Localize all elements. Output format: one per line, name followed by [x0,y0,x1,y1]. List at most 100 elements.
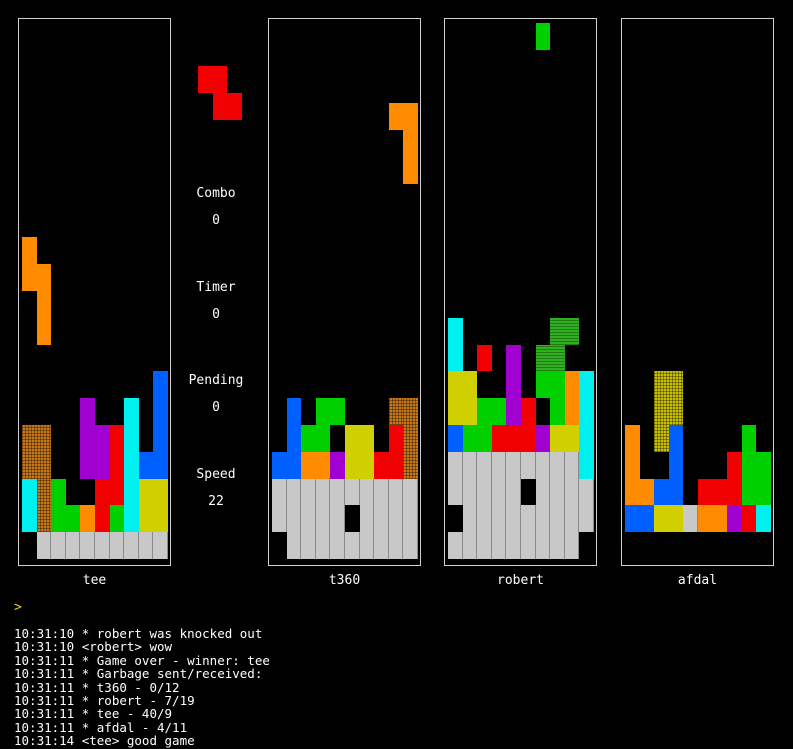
tetromino-block [668,478,684,506]
garbage-block [683,505,698,533]
tetromino-block [521,398,536,425]
tetromino-block [654,478,669,506]
tetromino-block [330,451,345,479]
tetromino-block [625,451,640,479]
tetromino-block [741,505,757,533]
tetromino-block [668,371,684,399]
tetromino-block [388,398,404,425]
tetromino-block [153,451,168,479]
tetromino-block [36,291,52,318]
well-afdal [621,18,774,566]
garbage-block [550,451,565,479]
tetromino-block [315,451,331,479]
tetromino-block [374,451,389,479]
command-prompt[interactable]: > [14,600,22,615]
garbage-block [521,505,536,533]
tetromino-block [403,425,418,452]
garbage-block [477,451,492,479]
tetromino-block [654,425,669,452]
tetromino-block [80,398,95,425]
well-robert [444,18,597,566]
tetromino-block [712,478,728,506]
garbage-block [491,478,507,506]
tetromino-block [477,398,492,425]
tetromino-block [388,451,404,479]
speed-label: Speed [196,467,236,482]
tetromino-block [388,103,404,131]
tetromino-block [668,425,684,452]
next-piece-block [212,66,228,93]
tetromino-block [153,398,168,425]
tetromino-block [124,425,139,452]
tetromino-block [330,398,345,425]
garbage-block [564,505,580,533]
garbage-block [286,505,302,533]
tetromino-block [80,505,95,533]
garbage-block [535,505,551,533]
tetromino-block [506,425,521,452]
garbage-block [535,532,551,559]
garbage-block [491,505,507,533]
tetromino-block [124,478,139,506]
garbage-block [388,505,404,533]
tetromino-block [124,505,139,533]
garbage-block [359,505,375,533]
tetromino-block [345,451,360,479]
chat-line: 10:31:11 * tee - 40/9 [14,706,173,722]
garbage-block [579,478,594,506]
tetromino-block [36,264,52,291]
tetromino-block [491,398,507,425]
garbage-block [462,505,478,533]
garbage-block [359,478,375,506]
garbage-block [36,532,52,559]
tetromino-block [403,451,418,479]
tetromino-block [579,398,594,425]
tetromino-block [564,425,580,452]
tetromino-block [448,344,463,372]
garbage-block [477,478,492,506]
tetromino-block [272,451,287,479]
tetromino-block [698,478,713,506]
chat-log: 10:31:10 * robert was knocked out 10:31:… [14,627,270,748]
tetromino-block [712,505,728,533]
tetromino-block [22,505,37,533]
tetromino-block [727,451,742,479]
tetromino-block [491,425,507,452]
chat-line: 10:31:11 * robert - 7/19 [14,692,195,708]
tetromino-block [506,371,521,399]
garbage-block [388,532,404,559]
tetromino-block [22,425,37,452]
tetromino-block [727,478,742,506]
tetromino-block [579,425,594,452]
tetromino-block [36,505,52,533]
garbage-block [330,532,345,559]
tetromino-block [477,344,492,372]
tetromino-block [625,505,640,533]
garbage-block [124,532,139,559]
tetromino-block [462,425,478,452]
tetromino-block [535,425,551,452]
garbage-block [448,478,463,506]
garbage-block [138,532,154,559]
garbage-block [491,532,507,559]
tetromino-block [65,505,81,533]
tetromino-block [448,371,463,399]
garbage-block [535,451,551,479]
tetromino-block [698,505,713,533]
tetromino-block [22,237,37,265]
tetromino-block [462,371,478,399]
garbage-block [286,532,302,559]
timer-label: Timer [196,280,236,295]
garbage-block [564,451,580,479]
tetromino-block [138,505,154,533]
tetromino-block [36,451,52,479]
tetromino-block [625,478,640,506]
timer-value: 0 [212,307,220,322]
tetromino-block [535,344,551,372]
garbage-block [301,478,316,506]
garbage-block [550,478,565,506]
tetromino-block [22,478,37,506]
garbage-block [95,532,110,559]
tetromino-block [80,425,95,452]
tetromino-block [286,398,302,425]
